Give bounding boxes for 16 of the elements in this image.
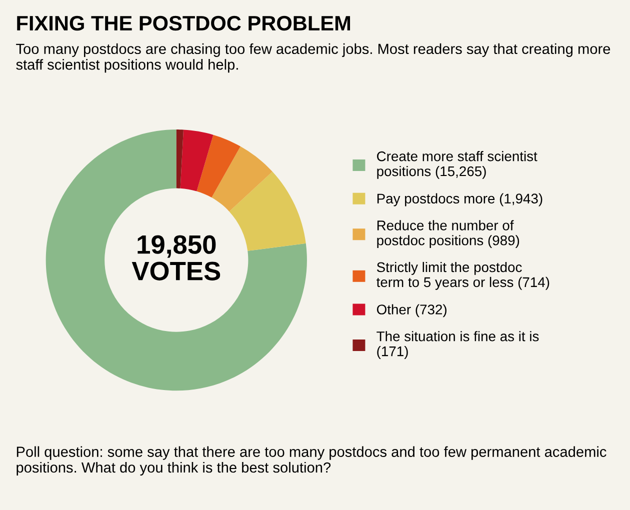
donut-slice: [180, 130, 214, 192]
text: Poll question: some say that there are too many postdocs and too few permanent academic positions. What do you think is the best solution?: [16, 446, 606, 476]
donut-slice: [196, 134, 240, 198]
donut-slice: [176, 130, 184, 188]
donut-slice: [46, 130, 307, 391]
text: 19,850 VOTES: [132, 235, 220, 280]
legend-label: Other (732): [376, 304, 446, 318]
legend-label: Reduce the number of postdoc positions (989): [377, 220, 520, 248]
chart-subtitle: Too many postdocs are chasing too few academic jobs. Most readers say that creating more staff scientist positions would help.: [16, 43, 610, 73]
chart-title: FIXING THE POSTDOC PROBLEM: [17, 16, 350, 31]
legend-label: Strictly limit the postdoc term to 5 years or less (714): [376, 262, 550, 290]
legend-label: The situation is fine as it is (171): [376, 331, 539, 359]
donut-slice: [212, 146, 272, 212]
legend-label: Pay postdocs more (1,943): [377, 193, 542, 206]
donut-slice: [229, 172, 306, 251]
legend-label: Create more staff scientist positions (15,265): [377, 151, 538, 179]
